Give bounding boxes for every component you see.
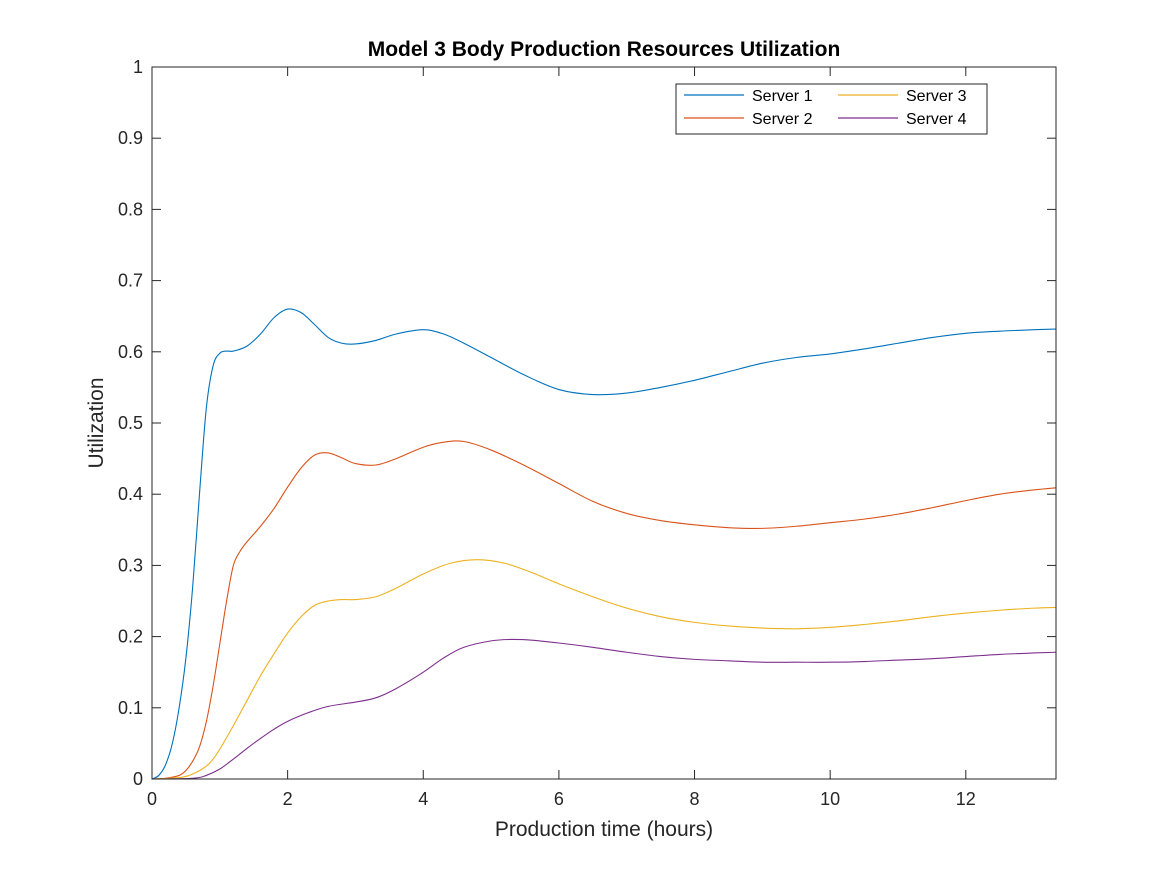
legend: Server 1 Server 2 Server 3 Server 4 <box>675 83 988 135</box>
x-axis-label: Production time (hours) <box>495 818 713 841</box>
y-tick-label: 0.3 <box>118 555 143 575</box>
x-tick-label: 6 <box>554 789 564 809</box>
y-tick-label: 0.9 <box>118 128 143 148</box>
plot-area <box>152 67 1056 779</box>
x-tick-label: 0 <box>147 789 157 809</box>
legend-label-3: Server 3 <box>906 88 967 105</box>
series-layer <box>151 308 1057 780</box>
series-line-3 <box>151 559 1057 780</box>
y-tick-label: 0.5 <box>118 413 143 433</box>
tick-layer: 0 2 4 6 8 10 12 0 0.1 0.2 0.3 0.4 0.5 0.6 0.7 0.8 0.9 1 <box>118 57 1056 809</box>
y-tick-label: 0.2 <box>118 627 143 647</box>
chart-title: Model 3 Body Production Resources Utiliz… <box>368 38 841 61</box>
y-tick-label: 0.7 <box>118 271 143 291</box>
y-axis-label: Utilization <box>85 377 108 468</box>
series-line-2 <box>151 440 1057 780</box>
x-tick-label: 8 <box>690 789 700 809</box>
legend-label-2: Server 2 <box>752 111 813 128</box>
x-tick-label: 12 <box>956 789 976 809</box>
series-line-1 <box>151 308 1057 780</box>
legend-label-4: Server 4 <box>906 111 967 128</box>
y-tick-label: 0.6 <box>118 342 143 362</box>
x-tick-label: 10 <box>820 789 840 809</box>
y-tick-label: 0.4 <box>118 484 143 504</box>
x-tick-label: 2 <box>283 789 293 809</box>
axes-box <box>151 66 1057 780</box>
y-tick-label: 1 <box>133 57 143 77</box>
series-line-4 <box>151 638 1057 780</box>
legend-box <box>675 83 988 135</box>
legend-label-1: Server 1 <box>752 88 813 105</box>
y-tick-label: 0.1 <box>118 698 143 718</box>
y-tick-label: 0.8 <box>118 199 143 219</box>
x-tick-label: 4 <box>418 789 428 809</box>
y-tick-label: 0 <box>133 769 143 789</box>
